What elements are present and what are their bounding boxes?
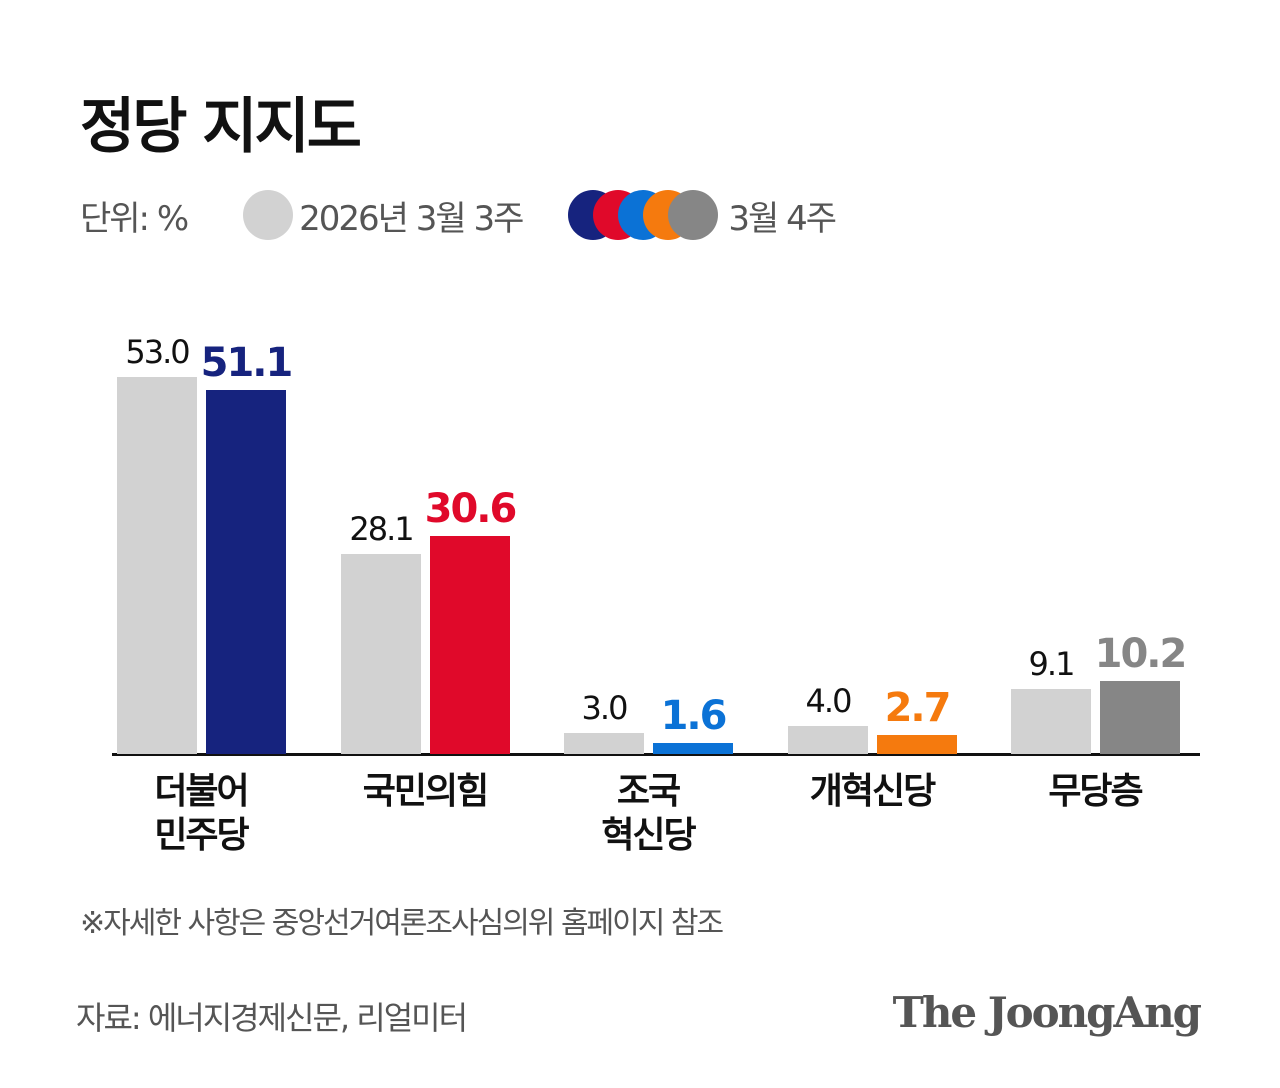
bar-prev <box>1011 689 1091 754</box>
category-label: 국민의힘 <box>362 771 489 812</box>
category-label: 조국 혁신당 <box>601 771 696 856</box>
value-label-cur: 30.6 <box>424 486 518 533</box>
bar-cur <box>206 390 286 754</box>
chart-title: 정당 지지도 <box>80 92 362 162</box>
value-label-cur: 1.6 <box>660 692 728 739</box>
value-label-prev: 4.0 <box>805 681 853 720</box>
value-label-prev: 3.0 <box>581 688 629 727</box>
legend-label-prev: 2026년 3월 3주 <box>299 198 524 239</box>
footnote: ※자세한 사항은 중앙선거여론조사심의위 홈페이지 참조 <box>80 906 724 941</box>
value-label-cur: 2.7 <box>884 684 952 731</box>
bar-cur <box>1100 681 1180 754</box>
value-label-cur: 51.1 <box>200 340 294 387</box>
bar-prev <box>564 732 644 754</box>
value-label-cur: 10.2 <box>1094 631 1188 678</box>
value-label-prev: 28.1 <box>349 509 414 548</box>
legend-swatch-cur <box>568 190 719 240</box>
bar-prev <box>341 553 421 754</box>
source-label: 자료: 에너지경제신문, 리얼미터 <box>76 999 468 1037</box>
category-label: 개혁신당 <box>809 771 936 812</box>
swatch-dot <box>668 190 719 240</box>
unit-label: 단위: % <box>80 198 189 239</box>
value-label-prev: 53.0 <box>125 332 190 371</box>
legend: 단위: % 2026년 3월 3주 3월 4주 <box>80 190 837 240</box>
category-label: 더불어 민주당 <box>154 771 249 856</box>
legend-label-cur: 3월 4주 <box>728 198 837 239</box>
bar-prev <box>788 725 868 754</box>
x-axis-line <box>112 753 1200 756</box>
bar-prev <box>117 376 197 754</box>
bar-cur <box>877 734 957 754</box>
value-label-prev: 9.1 <box>1028 645 1076 684</box>
legend-swatch-prev <box>243 190 294 240</box>
bar-cur <box>430 536 510 754</box>
publisher-logo: The JoongAng <box>892 988 1202 1037</box>
bar-cur <box>653 742 733 754</box>
category-label: 무당층 <box>1048 771 1143 812</box>
